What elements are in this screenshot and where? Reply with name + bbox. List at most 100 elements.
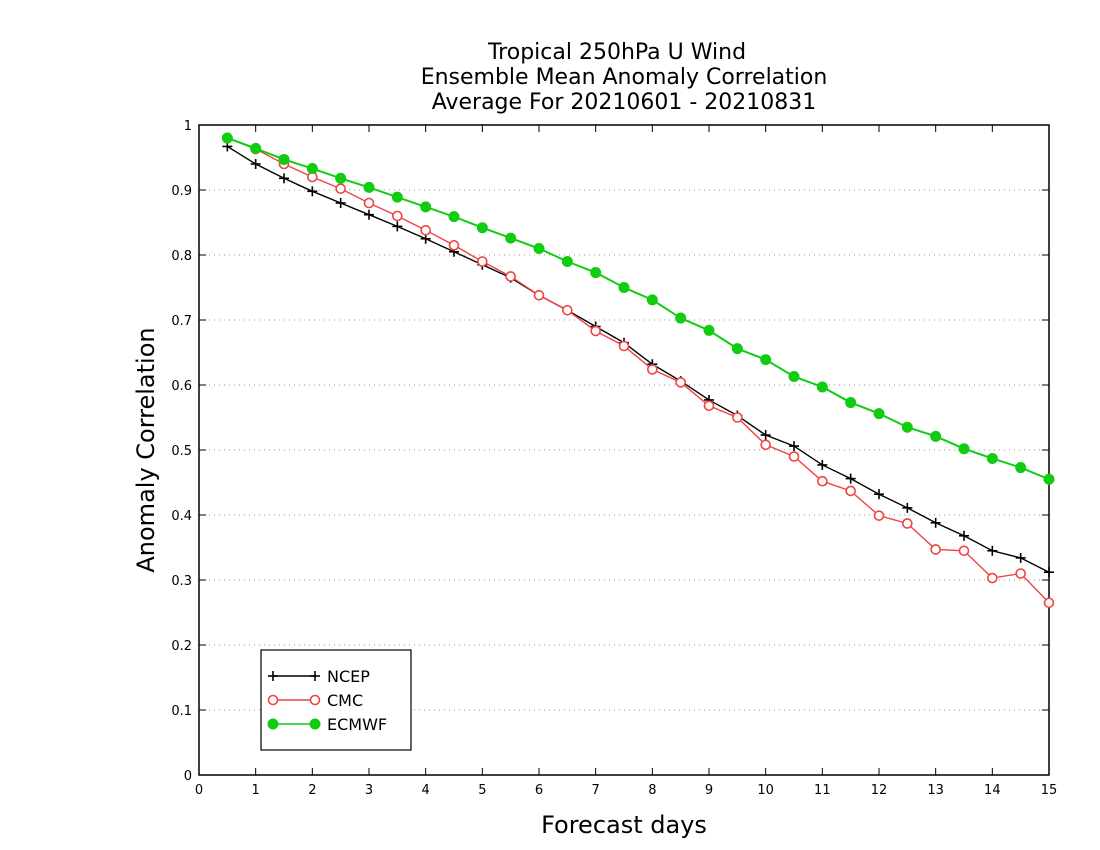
y-tick-label: 0.6 [171,379,192,394]
data-point-ecmwf [958,443,970,455]
data-point-ecmwf [533,243,545,254]
data-point-cmc [363,197,375,209]
data-point-cmc [1015,568,1026,579]
data-point-cmc [675,377,686,388]
data-point-cmc [533,289,545,301]
data-point-cmc [420,225,431,236]
data-point-cmc [647,364,658,375]
data-point-ecmwf [646,294,658,306]
data-point-ncep [250,159,261,169]
chart-title: Tropical 250hPa U Wind Ensemble Mean Ano… [421,40,828,115]
data-point-ecmwf [986,452,998,464]
data-point-ecmwf [816,381,828,393]
data-point-ecmwf [930,430,942,442]
data-point-ecmwf [731,343,743,355]
data-point-cmc [392,210,403,222]
data-point-cmc [477,256,488,267]
y-tick-label: 0.3 [171,574,192,589]
x-tick-label: 0 [195,783,203,798]
data-point-ecmwf [845,397,857,409]
data-point-ncep [307,186,318,197]
data-point-ecmwf [335,172,347,184]
x-tick-label: 11 [814,783,831,798]
legend-marker [310,671,320,681]
data-point-ncep [817,459,828,470]
data-point-ncep [902,502,913,513]
x-axis-label: Forecast days [541,811,707,839]
legend-label-ncep: NCEP [327,667,370,686]
data-point-cmc [760,439,771,451]
data-point-cmc [817,475,828,487]
y-tick-label: 0.5 [171,444,192,459]
data-point-cmc [902,518,913,529]
y-tick-label: 0.2 [171,639,192,654]
x-tick-label: 2 [308,783,316,798]
data-point-cmc [1043,597,1055,609]
y-tick-label: 0.1 [171,704,192,719]
y-tick-label: 0.7 [171,314,192,329]
data-point-ecmwf [590,267,602,279]
x-axis-ticks: 0 1 2 3 4 5 6 7 8 9 10 11 12 13 14 15 [195,125,1057,798]
legend-marker [309,718,321,730]
data-point-cmc [873,510,885,521]
data-point-ncep [392,221,403,232]
x-tick-label: 12 [871,783,888,798]
legend-marker [267,694,279,706]
data-point-cmc [505,271,516,282]
data-point-cmc [788,451,800,462]
data-point-ecmwf [561,256,573,267]
data-point-ncep [789,441,799,452]
y-axis-ticks: 0 0.1 0.2 0.3 0.4 0.5 0.6 0.7 0.8 0.9 1 [171,119,1049,784]
data-point-ecmwf [363,181,375,193]
data-point-cmc [590,325,601,337]
data-point-ncep [1044,567,1054,578]
data-point-ncep [760,430,771,441]
data-point-ncep [930,517,941,528]
legend-item-cmc: CMC [267,691,363,710]
legend: NCEP CMC ECMWF [260,649,412,751]
x-tick-label: 5 [478,783,486,798]
data-point-cmc [732,412,743,423]
data-point-cmc [618,340,630,352]
data-point-ecmwf [476,222,488,234]
chart-title-line-3: Average For 20210601 - 20210831 [432,90,817,115]
x-tick-label: 3 [365,783,373,798]
legend-label-ecmwf: ECMWF [327,715,387,734]
data-point-ncep [364,209,374,220]
x-tick-label: 6 [535,783,543,798]
x-tick-label: 9 [705,783,713,798]
data-point-cmc [958,545,970,557]
data-point-ecmwf [448,211,460,223]
y-tick-label: 0.9 [171,184,192,199]
data-point-ecmwf [703,324,715,336]
legend-item-ecmwf: ECMWF [267,715,387,734]
data-point-cmc [703,400,715,412]
x-tick-label: 10 [757,783,774,798]
data-point-ncep [874,489,884,500]
data-point-ecmwf [901,421,913,433]
legend-marker [309,694,321,706]
series-ecmwf [221,132,1055,485]
data-point-ecmwf [1043,473,1055,485]
legend-marker [267,718,279,730]
data-point-ecmwf [1015,462,1027,474]
x-tick-label: 1 [252,783,260,798]
legend-label-cmc: CMC [327,691,363,710]
series-ncep [222,141,1054,578]
data-point-ecmwf [420,201,432,213]
data-point-cmc [930,544,941,555]
series-cmc [222,132,1055,609]
chart-title-line-2: Ensemble Mean Anomaly Correlation [421,65,828,90]
series-layer [221,132,1055,609]
data-point-ecmwf [278,153,290,165]
data-point-ecmwf [306,163,318,175]
x-tick-label: 7 [592,783,600,798]
data-point-ecmwf [760,354,772,366]
y-tick-label: 0.8 [171,249,192,264]
data-point-ncep [987,545,998,556]
data-point-ecmwf [788,371,800,383]
data-point-ecmwf [675,312,687,324]
series-line-ncep [226,145,1050,573]
legend-item-ncep: NCEP [268,667,370,686]
data-point-ecmwf [873,408,885,420]
